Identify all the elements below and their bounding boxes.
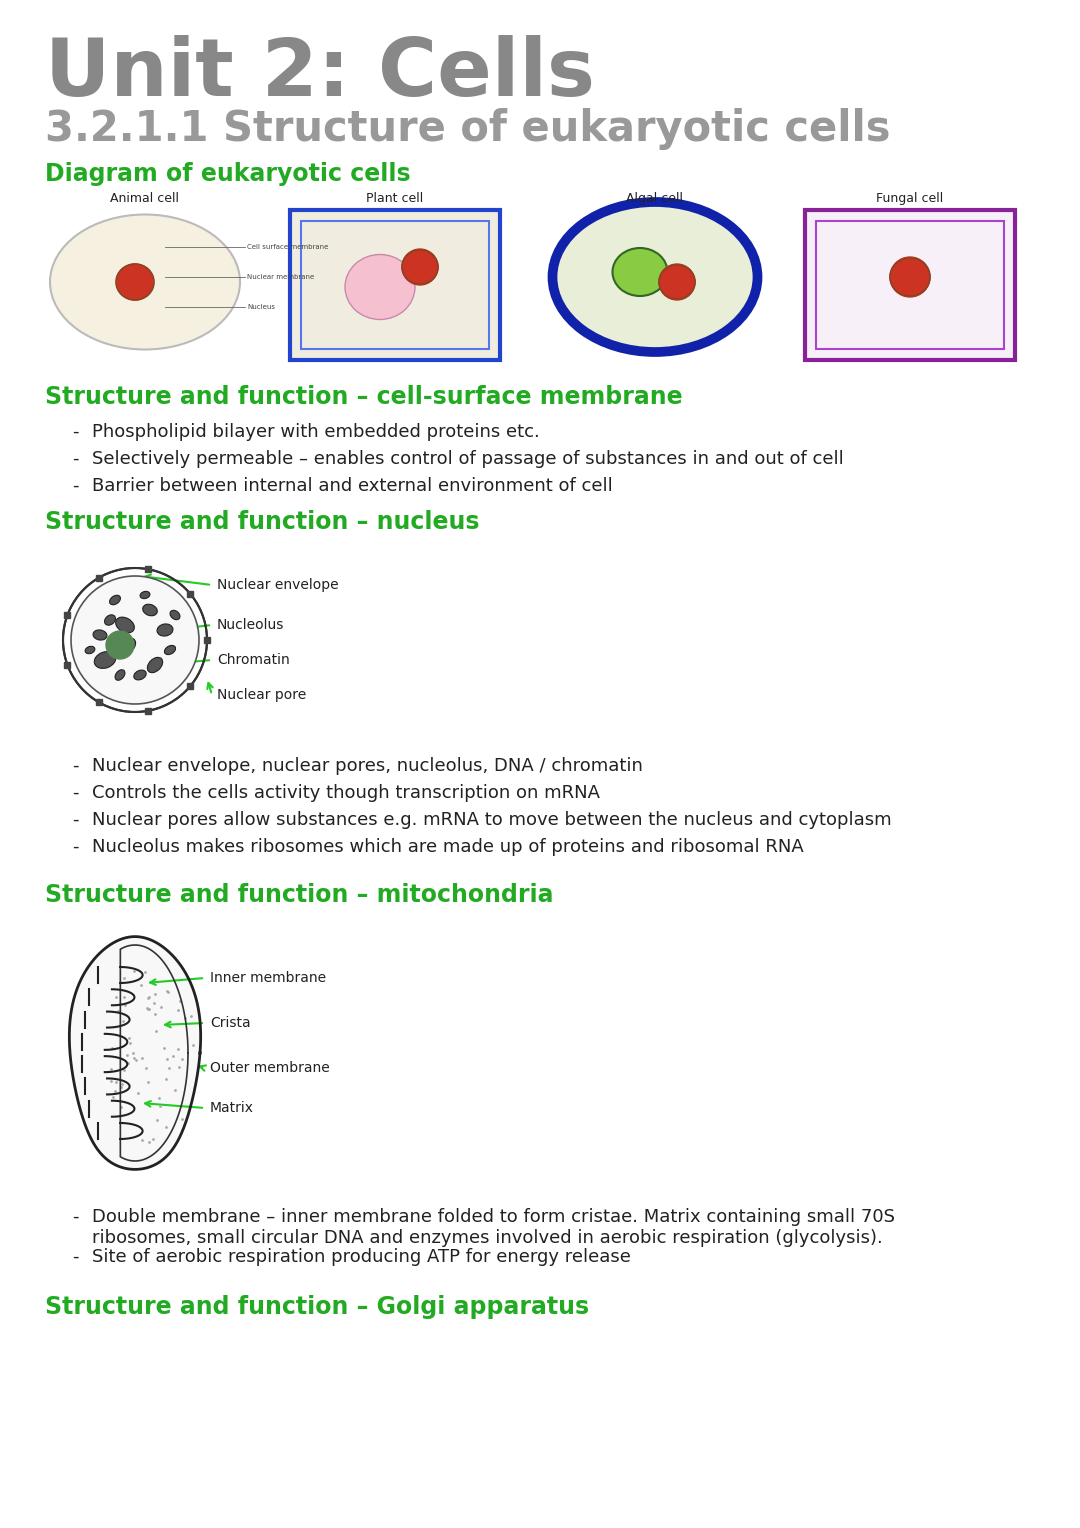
Ellipse shape [50,214,240,350]
Bar [301,222,489,348]
Text: Inner membrane: Inner membrane [210,970,326,986]
Ellipse shape [134,671,146,680]
Text: Nuclear pores allow substances e.g. mRNA to move between the nucleus and cytopla: Nuclear pores allow substances e.g. mRNA… [92,811,892,830]
Text: Controls the cells activity though transcription on mRNA: Controls the cells activity though trans… [92,784,600,802]
Text: -: - [72,811,79,830]
Text: -: - [72,451,79,468]
Ellipse shape [147,657,163,672]
Ellipse shape [345,255,415,319]
Text: Unit 2: Cells: Unit 2: Cells [45,35,595,113]
Text: Diagram of eukaryotic cells: Diagram of eukaryotic cells [45,162,410,186]
Text: Outer membrane: Outer membrane [210,1060,329,1076]
Ellipse shape [124,639,136,651]
Text: Selectively permeable – enables control of passage of substances in and out of c: Selectively permeable – enables control … [92,451,843,468]
Text: Structure and function – Golgi apparatus: Structure and function – Golgi apparatus [45,1296,589,1319]
Ellipse shape [109,596,121,605]
Ellipse shape [164,645,176,654]
Text: -: - [72,1209,79,1225]
Ellipse shape [93,630,107,640]
Circle shape [402,249,438,286]
Text: Nucleolus makes ribosomes which are made up of proteins and ribosomal RNA: Nucleolus makes ribosomes which are made… [92,837,804,856]
Bar [816,222,1004,348]
Text: -: - [72,784,79,802]
Text: Double membrane – inner membrane folded to form cristae. Matrix containing small: Double membrane – inner membrane folded … [92,1209,895,1247]
Bar [291,209,500,361]
Ellipse shape [116,669,125,680]
Text: -: - [72,756,79,775]
Ellipse shape [116,617,134,633]
Text: Animal cell: Animal cell [110,193,179,205]
Text: Structure and function – mitochondria: Structure and function – mitochondria [45,883,554,908]
Circle shape [117,264,153,299]
Ellipse shape [140,591,150,599]
Ellipse shape [170,610,180,620]
Text: Plant cell: Plant cell [366,193,423,205]
Text: Structure and function – nucleus: Structure and function – nucleus [45,510,480,533]
Text: Site of aerobic respiration producing ATP for energy release: Site of aerobic respiration producing AT… [92,1248,631,1267]
Text: Cell surface membrane: Cell surface membrane [247,244,328,251]
Ellipse shape [85,646,95,654]
Text: Matrix: Matrix [210,1102,254,1115]
Text: Nuclear membrane: Nuclear membrane [247,274,314,280]
Ellipse shape [157,623,173,636]
Circle shape [659,264,696,299]
Text: -: - [72,837,79,856]
Text: Chromatin: Chromatin [217,652,289,668]
Ellipse shape [105,614,116,625]
Text: Nucleolus: Nucleolus [217,617,284,633]
Circle shape [106,631,134,659]
Polygon shape [69,937,201,1169]
Text: Structure and function – cell-surface membrane: Structure and function – cell-surface me… [45,385,683,410]
Ellipse shape [612,248,667,296]
Text: 3.2.1.1 Structure of eukaryotic cells: 3.2.1.1 Structure of eukaryotic cells [45,108,891,150]
Bar [805,209,1015,361]
Circle shape [71,576,199,704]
Text: Algal cell: Algal cell [626,193,684,205]
Text: Nuclear envelope: Nuclear envelope [217,578,339,591]
Text: -: - [72,1248,79,1267]
Circle shape [890,257,930,296]
Text: -: - [72,477,79,495]
Ellipse shape [94,651,116,668]
Text: Nuclear envelope, nuclear pores, nucleolus, DNA / chromatin: Nuclear envelope, nuclear pores, nucleol… [92,756,643,775]
Ellipse shape [143,604,158,616]
Ellipse shape [553,202,757,351]
Text: Fungal cell: Fungal cell [876,193,944,205]
Text: Barrier between internal and external environment of cell: Barrier between internal and external en… [92,477,612,495]
Text: Crista: Crista [210,1016,251,1030]
Text: -: - [72,423,79,442]
Text: Nucleus: Nucleus [247,304,275,310]
Text: Phospholipid bilayer with embedded proteins etc.: Phospholipid bilayer with embedded prote… [92,423,540,442]
Text: Nuclear pore: Nuclear pore [217,688,307,701]
